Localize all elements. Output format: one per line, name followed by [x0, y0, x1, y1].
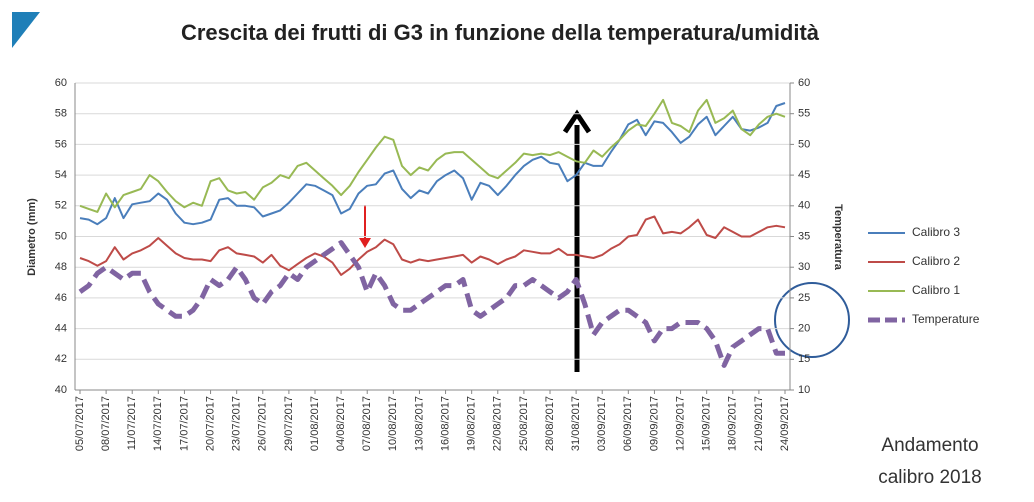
y-tick-label: 40	[55, 384, 67, 396]
y2-tick-label: 25	[798, 292, 810, 304]
x-tick-label: 04/08/2017	[335, 396, 347, 451]
x-tick-label: 01/08/2017	[309, 396, 321, 451]
x-tick-label: 10/08/2017	[387, 396, 399, 451]
y-tick-label: 58	[55, 108, 67, 120]
x-tick-label: 31/08/2017	[570, 396, 582, 451]
y2-tick-label: 20	[798, 323, 810, 335]
y2-tick-label: 50	[798, 138, 810, 150]
y-tick-label: 52	[55, 200, 67, 212]
x-tick-label: 07/08/2017	[361, 396, 373, 451]
y2-tick-label: 30	[798, 261, 810, 273]
y2-tick-label: 60	[798, 77, 810, 89]
line	[79, 98, 786, 213]
line	[79, 102, 786, 226]
x-tick-label: 17/07/2017	[178, 396, 190, 451]
x-tick-label: 22/08/2017	[492, 396, 504, 451]
legend-label: Calibro 1	[912, 283, 960, 297]
annotation: calibro 2018	[878, 467, 982, 488]
x-tick-label: 29/07/2017	[283, 396, 295, 451]
x-tick-label: 15/09/2017	[701, 396, 713, 451]
red-arrow-head	[359, 238, 371, 248]
x-tick-label: 08/07/2017	[100, 396, 112, 451]
x-tick-label: 23/07/2017	[231, 396, 243, 451]
y2-tick-label: 40	[798, 200, 810, 212]
annotation: Andamento	[881, 435, 978, 456]
legend-label: Temperature	[912, 312, 980, 326]
x-tick-label: 11/07/2017	[126, 396, 138, 450]
y2-axis-title: Temperatura	[832, 204, 844, 271]
y-tick-label: 44	[55, 323, 67, 335]
y-tick-label: 42	[55, 353, 67, 365]
y-tick-label: 54	[55, 169, 67, 181]
y-tick-label: 46	[55, 292, 67, 304]
chart-title: Crescita dei frutti di G3 in funzione de…	[181, 20, 820, 45]
x-tick-label: 12/09/2017	[674, 396, 686, 451]
y-tick-label: 48	[55, 261, 67, 273]
corner-decoration	[12, 12, 40, 48]
y-tick-label: 60	[55, 77, 67, 89]
x-tick-label: 25/08/2017	[518, 396, 530, 451]
y-axis-title: Diametro (mm)	[26, 198, 38, 276]
y-tick-label: 56	[55, 138, 67, 150]
x-tick-label: 20/07/2017	[204, 396, 216, 451]
x-tick-label: 06/09/2017	[622, 396, 634, 451]
x-tick-label: 21/09/2017	[753, 396, 765, 451]
y2-tick-label: 55	[798, 108, 810, 120]
y2-tick-label: 35	[798, 230, 810, 242]
y2-tick-label: 45	[798, 169, 810, 181]
x-tick-label: 14/07/2017	[152, 396, 164, 451]
x-tick-label: 09/09/2017	[648, 396, 660, 451]
x-tick-label: 26/07/2017	[257, 396, 269, 451]
y-tick-label: 50	[55, 230, 67, 242]
x-tick-label: 28/08/2017	[544, 396, 556, 451]
legend-label: Calibro 3	[912, 225, 960, 239]
x-tick-label: 18/09/2017	[727, 396, 739, 451]
x-tick-label: 16/08/2017	[439, 396, 451, 451]
x-tick-label: 13/08/2017	[413, 396, 425, 451]
y2-tick-label: 15	[798, 353, 810, 365]
dashed-line	[78, 240, 785, 368]
x-tick-label: 03/09/2017	[596, 396, 608, 451]
line	[79, 215, 786, 276]
x-tick-label: 05/07/2017	[74, 396, 86, 451]
legend-label: Calibro 2	[912, 254, 960, 268]
highlight-circle	[774, 282, 850, 358]
x-tick-label: 24/09/2017	[779, 396, 791, 451]
x-tick-label: 19/08/2017	[466, 396, 478, 451]
y2-tick-label: 10	[798, 384, 810, 396]
